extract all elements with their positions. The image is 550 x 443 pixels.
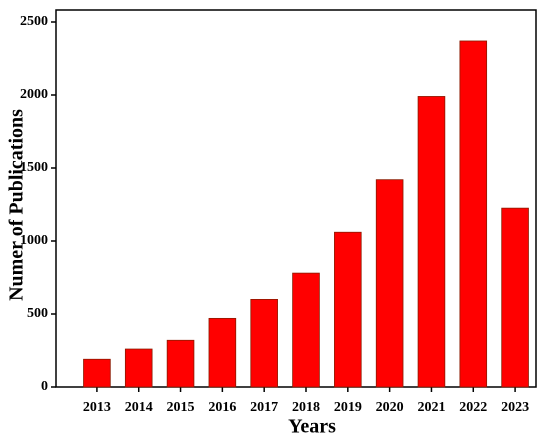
x-tick-label: 2023 [501,400,529,415]
y-tick-label: 500 [27,306,48,321]
x-tick-label: 2015 [167,400,195,415]
bar [501,207,529,388]
x-axis-title: Years [288,416,336,438]
y-tick-label: 1500 [20,160,48,175]
y-tick-label: 0 [41,379,48,394]
x-tick-label: 2019 [334,400,362,415]
bar [292,272,320,388]
x-tick-label: 2022 [459,400,487,415]
bar [208,317,237,388]
x-tick-label: 2016 [208,400,236,415]
bar [83,358,111,388]
bar [375,179,404,388]
bar [334,231,362,388]
y-tick-label: 2000 [20,87,48,102]
x-tick-label: 2013 [83,400,111,415]
bar [124,348,153,388]
y-tick-label: 1000 [20,233,48,248]
bar [417,96,446,388]
x-tick-label: 2018 [292,400,320,415]
y-tick-label: 2500 [20,14,48,29]
bar [166,339,195,388]
x-tick-label: 2014 [125,400,153,415]
bar [250,298,278,388]
y-axis-title: Numer of Publications [6,109,28,301]
x-tick-label: 2021 [417,400,445,415]
x-tick-label: 2020 [376,400,404,415]
x-tick-label: 2017 [250,400,278,415]
bar [459,40,488,388]
